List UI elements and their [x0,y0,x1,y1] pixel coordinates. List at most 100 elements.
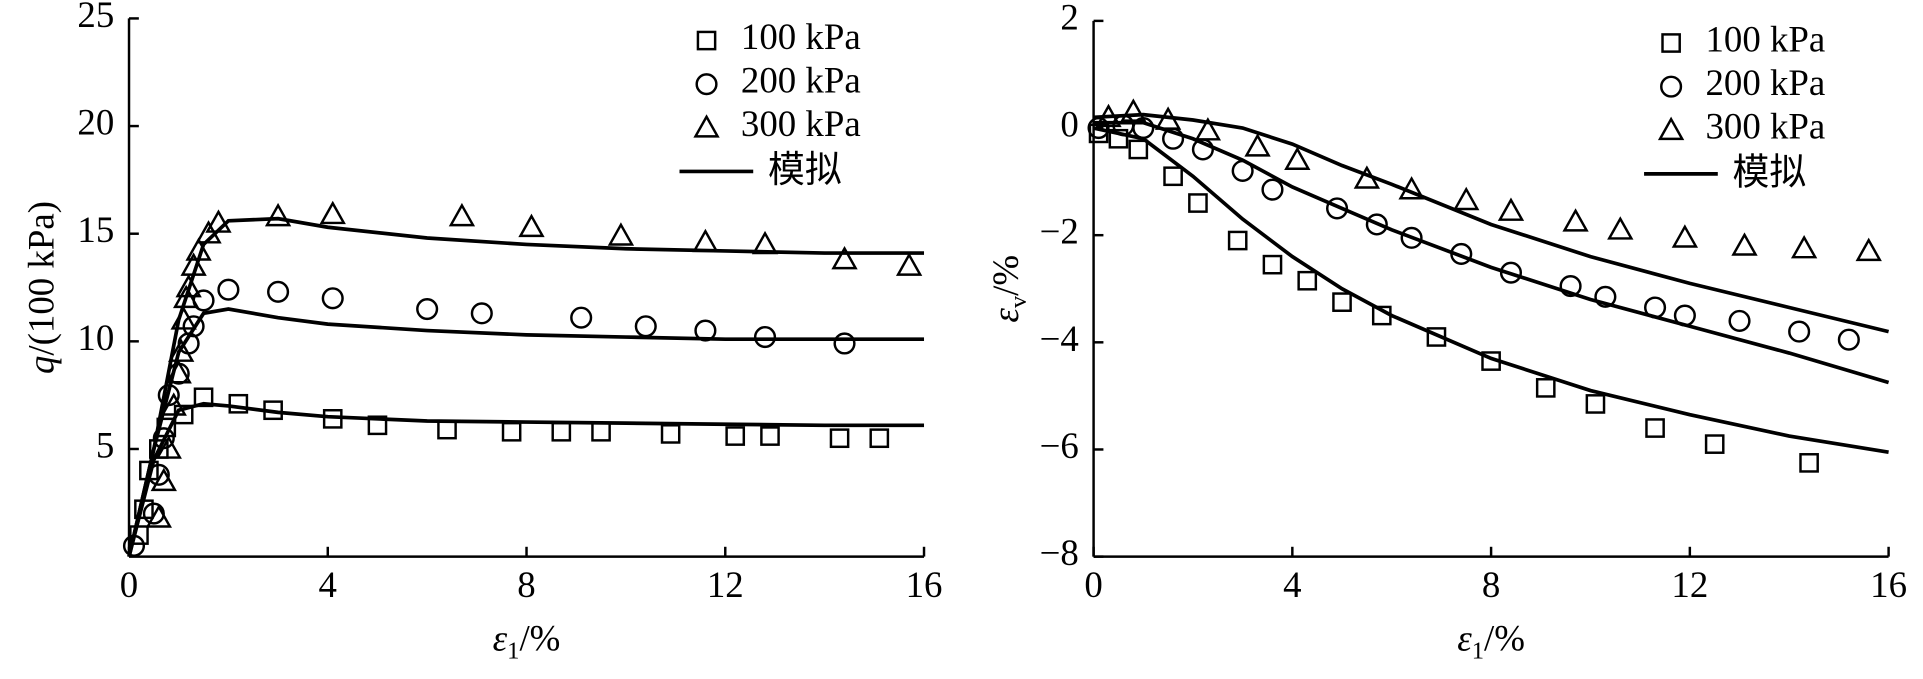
marker-circle [634,315,657,338]
marker-triangle [1657,116,1685,141]
marker-circle [1400,226,1423,249]
marker-square [129,525,149,545]
marker-triangle [1497,197,1525,221]
marker-circle [1450,242,1473,265]
y-tick-label: 25 [77,0,114,35]
x-label-part: ε [493,618,508,659]
marker-triangle [1855,237,1882,262]
marker-triangle [1562,208,1589,232]
marker-triangle [448,202,476,227]
marker-square [1371,305,1392,326]
marker-circle [182,315,205,338]
marker-circle [753,325,777,349]
marker-triangle [160,392,187,416]
marker-triangle [1453,186,1480,211]
x-label-part: 1 [507,637,519,664]
marker-circle [1788,320,1811,343]
legend-label: 100 kPa [741,16,861,57]
marker-triangle [145,504,172,528]
marker-triangle [895,252,923,276]
marker-triangle [170,306,197,330]
marker-triangle [1194,117,1222,141]
marker-circle [1499,261,1523,284]
x-tick-label: 12 [707,564,744,605]
marker-circle [1594,285,1617,308]
y-label-part: q [21,356,62,374]
marker-circle [1673,304,1696,327]
marker-square [1661,33,1681,53]
x-tick-label: 4 [1283,564,1301,605]
legend-label: 100 kPa [1706,18,1826,59]
x-tick-label: 8 [517,564,535,605]
marker-square [1262,254,1283,275]
x-tick-label: 12 [1671,564,1708,605]
marker-square [1108,128,1129,149]
marker-square [725,426,746,446]
marker-circle [267,280,290,303]
marker-square [1704,434,1725,454]
marker-circle [1087,116,1110,140]
y-tick-label: 2 [1060,0,1078,37]
legend-label: 300 kPa [741,103,861,144]
x-label-part: /% [519,618,560,659]
marker-triangle [1154,106,1182,130]
marker-square [228,393,249,414]
marker-triangle [180,252,207,276]
marker-triangle [1607,216,1634,240]
marker-square [501,421,522,442]
marker-circle [1660,75,1683,98]
simulation-line [1093,112,1890,334]
marker-square [1645,418,1665,438]
marker-triangle [150,467,177,492]
marker-triangle [1671,224,1699,248]
marker-triangle [1398,176,1425,200]
marker-circle [321,287,344,310]
marker-square [1163,166,1183,187]
marker-square [322,409,343,429]
simulation-line [1093,126,1889,454]
marker-square [660,424,681,444]
marker-triangle [1731,232,1758,256]
legend-label: 200 kPa [741,60,861,101]
marker-triangle [831,245,858,270]
marker-circle [1231,159,1254,182]
marker-square [1535,378,1556,398]
marker-square [696,30,717,51]
x-tick-label: 0 [1084,564,1102,605]
x-axis-label: ε1/% [1457,618,1525,664]
marker-circle [1365,213,1388,236]
marker-triangle [1120,98,1147,122]
y-tick-label: 15 [77,209,114,250]
y-tick-label: 10 [77,317,114,358]
y-tick-label: 0 [1060,103,1078,144]
x-tick-label: 4 [319,564,337,605]
marker-circle [416,297,439,321]
plot: 0 4 8 12 16 5 10 15 20 25 ε1/% q/(100 kPa) 100 kPa20… [21,0,943,664]
marker-triangle [168,338,195,362]
y-label-part: ε [985,308,1026,323]
marker-square [437,419,457,440]
marker-triangle [607,222,635,246]
marker-square [869,428,890,449]
marker-circle [147,463,170,486]
marker-square [829,428,850,449]
marker-triangle [165,360,192,384]
marker-square [1188,193,1208,213]
simulation-line [127,401,925,558]
y-axis-label: εv/% [985,255,1031,323]
x-label-part: /% [1484,618,1525,659]
x-label-part: 1 [1472,637,1484,664]
marker-square [193,387,214,408]
marker-square [1128,139,1149,160]
marker-triangle [185,237,212,261]
marker-triangle [175,273,202,298]
marker-circle [1837,328,1860,351]
marker-square [1297,270,1318,291]
marker-triangle [205,209,232,233]
marker-circle [695,73,718,96]
marker-circle [1326,197,1349,220]
marker-triangle [751,230,779,255]
y-label-part: v [1005,295,1032,308]
marker-circle [833,332,856,355]
